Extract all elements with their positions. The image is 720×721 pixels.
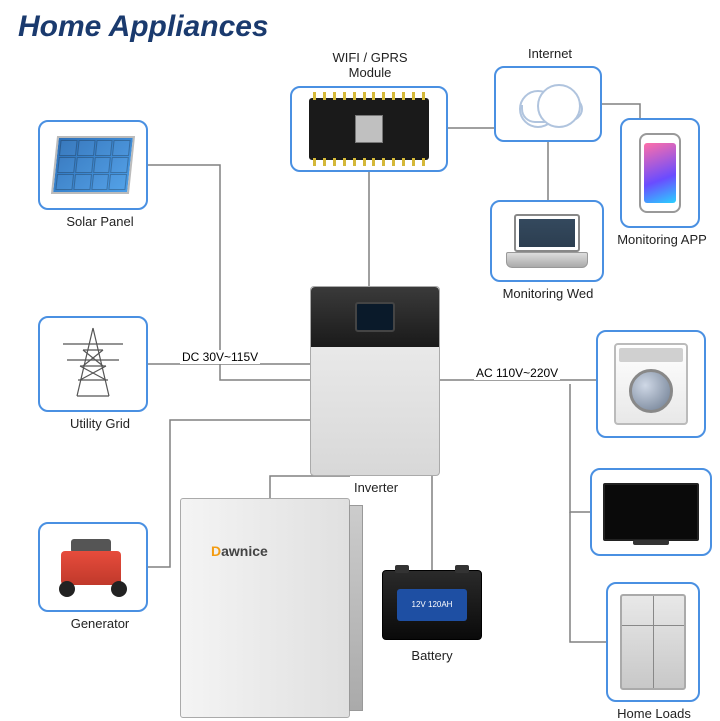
- pylon-icon: [53, 322, 133, 407]
- label-inverter: Inverter: [306, 480, 446, 495]
- node-washer: [596, 330, 706, 438]
- washer-icon: [614, 343, 688, 425]
- generator-icon: [53, 537, 133, 597]
- label-wifi: WIFI / GPRS Module: [300, 50, 440, 80]
- solar-panel-icon: [51, 136, 135, 194]
- label-laptop: Monitoring Wed: [478, 286, 618, 301]
- label-home-loads: Home Loads: [584, 706, 720, 721]
- node-battery: 12V 120AH: [382, 570, 482, 640]
- node-fridge: [606, 582, 700, 702]
- node-battery-cabinet: Dawnice: [180, 498, 350, 718]
- label-generator: Generator: [30, 616, 170, 631]
- node-utility-grid: [38, 316, 148, 412]
- node-cloud: [494, 66, 602, 142]
- node-phone: [620, 118, 700, 228]
- node-laptop: [490, 200, 604, 282]
- cloud-icon: [513, 82, 583, 127]
- label-internet: Internet: [480, 46, 620, 61]
- node-solar-panel: [38, 120, 148, 210]
- fridge-icon: [620, 594, 686, 690]
- battery-spec: 12V 120AH: [397, 589, 467, 621]
- node-inverter: [310, 286, 440, 476]
- laptop-icon: [506, 214, 588, 268]
- wifi-module-icon: [309, 98, 429, 160]
- phone-icon: [639, 133, 681, 213]
- label-phone: Monitoring APP: [592, 232, 720, 247]
- edge-label: AC 110V~220V: [474, 366, 560, 380]
- node-wifi-module: [290, 86, 448, 172]
- brand-text: Dawnice: [211, 543, 268, 559]
- label-solar: Solar Panel: [30, 214, 170, 229]
- edge-label: DC 30V~115V: [180, 350, 260, 364]
- node-tv: [590, 468, 712, 556]
- tv-icon: [603, 483, 699, 541]
- label-battery: Battery: [362, 648, 502, 663]
- label-grid: Utility Grid: [30, 416, 170, 431]
- node-generator: [38, 522, 148, 612]
